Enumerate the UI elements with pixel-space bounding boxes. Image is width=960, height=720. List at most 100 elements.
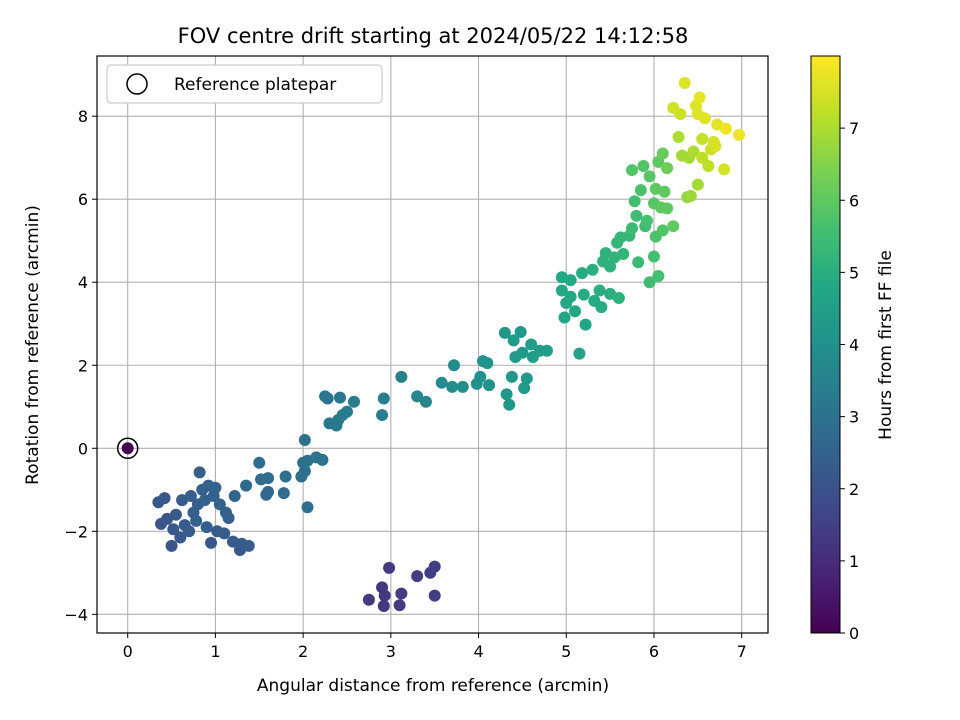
data-point — [693, 91, 706, 104]
data-point — [698, 112, 711, 125]
data-point — [647, 250, 660, 263]
data-point — [262, 485, 275, 498]
data-point — [643, 276, 656, 289]
data-point — [569, 305, 582, 318]
data-point — [503, 398, 516, 411]
data-point — [498, 326, 511, 339]
data-point — [733, 128, 746, 141]
data-point — [577, 288, 590, 301]
data-point — [558, 311, 571, 324]
data-point — [447, 359, 460, 372]
data-point — [658, 185, 671, 198]
legend-marker-reference — [126, 73, 148, 95]
legend-box — [106, 64, 383, 104]
y-tick-label: 8 — [78, 107, 88, 126]
data-point — [456, 380, 469, 393]
data-point — [174, 531, 187, 544]
data-point — [190, 514, 203, 527]
data-point — [184, 490, 197, 503]
data-point — [362, 593, 375, 606]
data-point — [505, 370, 518, 383]
data-point — [702, 160, 715, 173]
data-point — [193, 466, 206, 479]
data-point — [298, 465, 311, 478]
data-point — [419, 395, 432, 408]
data-point — [661, 162, 674, 175]
grid-lines — [97, 56, 768, 633]
data-point — [637, 160, 650, 173]
data-point — [121, 442, 134, 455]
data-point — [200, 521, 213, 534]
data-point — [165, 539, 178, 552]
colorbar-ticks: 0 1 2 3 4 5 6 7 — [840, 119, 859, 643]
data-point — [520, 372, 533, 385]
data-point — [376, 409, 389, 422]
data-point — [696, 133, 709, 146]
colorbar-tick-label: 1 — [849, 552, 859, 571]
data-point — [661, 202, 674, 215]
data-point — [709, 140, 722, 153]
data-point — [640, 214, 653, 227]
data-point — [667, 220, 680, 233]
data-point — [514, 326, 527, 339]
y-axis-ticks: −4 −2 0 2 4 6 8 — [64, 107, 97, 624]
y-tick-label: −2 — [64, 522, 88, 541]
data-point — [555, 284, 568, 297]
y-axis-label: Rotation from reference (arcmin) — [23, 205, 43, 485]
data-point — [393, 599, 406, 612]
data-point — [612, 292, 625, 305]
data-point — [240, 479, 253, 492]
y-tick-label: 2 — [78, 356, 88, 375]
data-point — [630, 209, 643, 222]
x-tick-label: 5 — [561, 642, 571, 661]
data-point — [209, 481, 222, 494]
data-point — [411, 390, 424, 403]
data-point — [262, 472, 275, 485]
data-point — [617, 248, 630, 261]
data-point — [678, 76, 691, 89]
data-point — [298, 433, 311, 446]
data-point — [632, 256, 645, 269]
data-point — [593, 284, 606, 297]
data-point — [634, 184, 647, 197]
colorbar-tick-label: 0 — [849, 624, 859, 643]
data-point — [228, 490, 241, 503]
data-point — [277, 487, 290, 500]
x-tick-label: 2 — [298, 642, 308, 661]
y-tick-label: 6 — [78, 190, 88, 209]
data-point — [428, 560, 441, 573]
data-point — [242, 539, 255, 552]
data-point — [564, 274, 577, 287]
data-point — [333, 391, 346, 404]
x-tick-label: 0 — [123, 642, 133, 661]
data-point — [321, 392, 334, 405]
data-point — [656, 147, 669, 160]
data-point — [518, 382, 531, 395]
data-point — [687, 145, 700, 158]
data-point — [628, 195, 641, 208]
legend: Reference platepar — [106, 64, 383, 104]
data-point — [395, 370, 408, 383]
data-point — [205, 536, 218, 549]
data-point — [684, 189, 697, 202]
data-point — [435, 376, 448, 389]
data-point — [253, 456, 266, 469]
data-point — [378, 589, 391, 602]
data-point — [483, 379, 496, 392]
data-point — [525, 338, 538, 351]
data-point — [719, 122, 732, 135]
data-point — [696, 151, 709, 164]
data-point — [377, 392, 390, 405]
data-point — [169, 508, 182, 521]
plot-frame — [96, 55, 769, 634]
data-point — [579, 318, 592, 331]
data-point — [474, 370, 487, 383]
data-point — [301, 501, 314, 514]
x-tick-label: 4 — [473, 642, 483, 661]
data-point — [428, 589, 441, 602]
chart-title: FOV centre drift starting at 2024/05/22 … — [178, 24, 689, 48]
data-point — [218, 527, 231, 540]
y-tick-label: 0 — [78, 439, 88, 458]
data-point — [395, 587, 408, 600]
